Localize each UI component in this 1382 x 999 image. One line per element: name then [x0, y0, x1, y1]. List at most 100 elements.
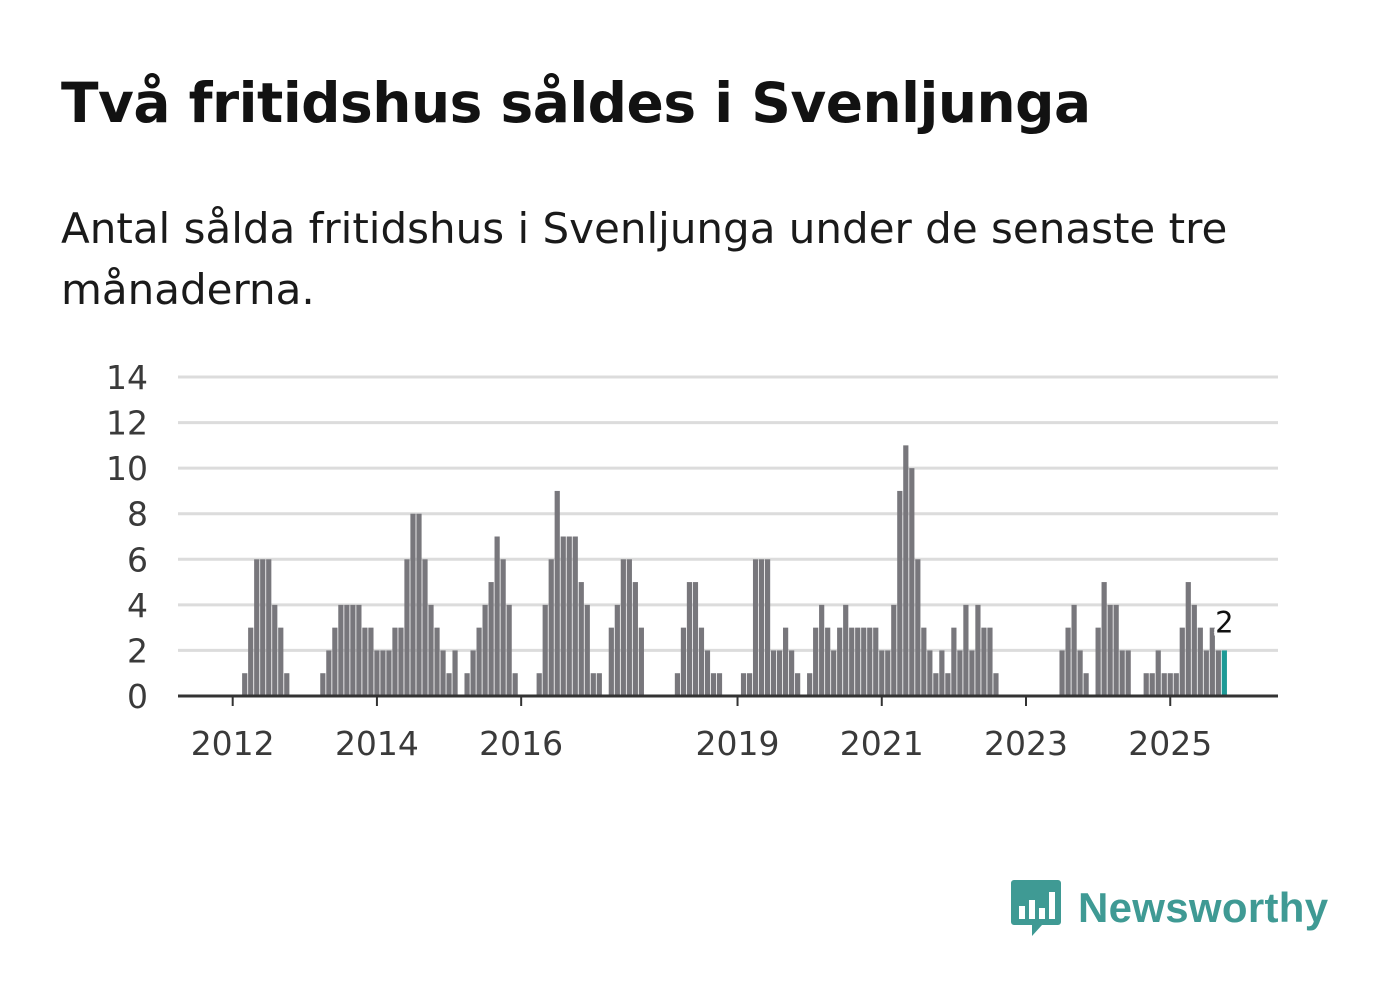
bar: [620, 559, 626, 696]
bar: [470, 650, 476, 696]
bar: [1191, 604, 1197, 696]
bar: [482, 604, 488, 696]
bar: [1143, 673, 1149, 696]
bar: [951, 627, 957, 696]
bar: [380, 650, 386, 696]
bar: [320, 673, 326, 696]
bar: [746, 673, 753, 696]
bar: [398, 627, 404, 696]
bar: [975, 604, 981, 696]
y-tick-label: 12: [106, 404, 148, 443]
bar: [584, 604, 590, 696]
bar: [813, 627, 819, 696]
bar: [789, 650, 795, 696]
x-tick-label: 2016: [479, 724, 563, 763]
bar: [1185, 582, 1191, 696]
annotations: 2: [1212, 602, 1236, 642]
chart-subtitle: Antal sålda fritidshus i Svenljunga unde…: [61, 204, 1228, 314]
bar: [500, 559, 506, 696]
bar: [903, 445, 909, 696]
bar: [849, 627, 855, 696]
bar: [963, 604, 969, 696]
bar: [488, 582, 494, 696]
bar: [764, 559, 771, 696]
bar: [674, 673, 681, 696]
bar: [704, 650, 711, 696]
bar: [1173, 673, 1179, 696]
bar: [837, 627, 843, 696]
bar: [1209, 627, 1215, 696]
bar: [1059, 650, 1065, 696]
bar: [825, 627, 831, 696]
bar: [326, 650, 332, 696]
bar: [1071, 604, 1077, 696]
bar: [819, 604, 825, 696]
bar: [933, 673, 939, 696]
bar: [242, 673, 248, 696]
bar: [1119, 650, 1125, 696]
x-tick-label: 2014: [335, 724, 419, 763]
bar: [284, 673, 290, 696]
value-label: 2: [1215, 605, 1233, 639]
bar: [428, 604, 434, 696]
bar: [752, 559, 759, 696]
bar: [554, 490, 560, 696]
bar: [506, 604, 512, 696]
bar: [512, 673, 518, 696]
bar: [254, 559, 260, 696]
bar: [957, 650, 963, 696]
bar: [831, 650, 837, 696]
bar: [446, 673, 452, 696]
bar: [590, 673, 596, 696]
bar: [1101, 582, 1107, 696]
brand-name: Newsworthy: [1078, 884, 1329, 931]
bar: [596, 673, 602, 696]
bar: [464, 673, 470, 696]
bar: [614, 604, 620, 696]
bar: [560, 536, 566, 696]
bars: [242, 445, 1227, 696]
bar: [1077, 650, 1083, 696]
bar: [993, 673, 999, 696]
x-tick-label: 2021: [840, 724, 924, 763]
bar: [909, 468, 915, 696]
bar: [278, 627, 284, 696]
bar: [344, 604, 350, 696]
chart-bubble-icon: [1011, 880, 1061, 936]
bar: [1083, 673, 1089, 696]
bar: [368, 627, 374, 696]
bar: [362, 627, 368, 696]
bar: [548, 559, 554, 696]
bar: [1149, 673, 1155, 696]
bar: [1065, 627, 1071, 696]
bar: [783, 627, 789, 696]
y-axis-labels: 0 2 4 6 8 10 12 14: [106, 358, 148, 716]
bar: [891, 604, 897, 696]
bar: [1155, 650, 1161, 696]
bar: [572, 536, 578, 696]
y-tick-label: 6: [127, 540, 148, 579]
bar: [716, 673, 723, 696]
bar: [266, 559, 272, 696]
highlight-bar: [1221, 650, 1227, 696]
bar: [1107, 604, 1113, 696]
bar: [578, 582, 584, 696]
bar: [386, 650, 392, 696]
bar-chart: 0 2 4 6 8 10 12 14 2012 2014 2016 2019 2021 2023 2025…: [106, 358, 1278, 763]
bar: [897, 490, 903, 696]
bar: [1167, 673, 1173, 696]
bar: [416, 513, 422, 696]
bar: [536, 673, 542, 696]
bar: [969, 650, 975, 696]
bar: [356, 604, 362, 696]
y-tick-label: 14: [106, 358, 148, 397]
bar: [632, 582, 638, 696]
bar: [885, 650, 891, 696]
bar: [392, 627, 398, 696]
bar: [698, 627, 705, 696]
bar: [879, 650, 885, 696]
bar: [626, 559, 632, 696]
bar: [332, 627, 338, 696]
bar: [566, 536, 572, 696]
bar: [494, 536, 500, 696]
